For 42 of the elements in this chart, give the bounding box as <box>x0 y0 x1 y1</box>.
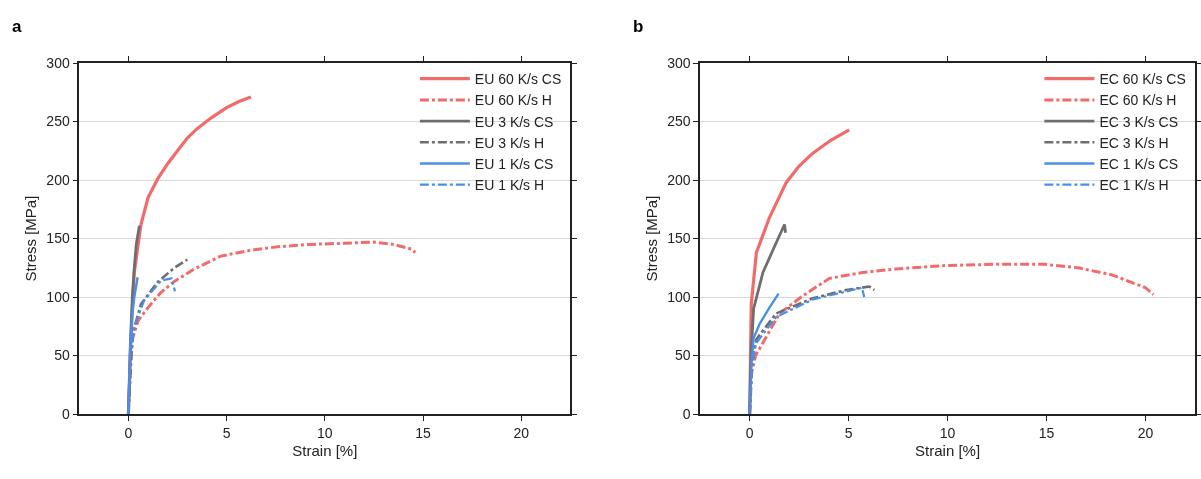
y-axis-title: Stress [MPa] <box>643 195 661 282</box>
legend-label: EC 1 K/s CS <box>1099 155 1178 172</box>
chart-title: b <box>633 17 644 36</box>
legend-label: EU 3 K/s H <box>474 134 545 151</box>
x-axis-title: Strain [%] <box>915 442 981 460</box>
x-tick-label: 5 <box>222 424 231 441</box>
x-axis-title: Strain [%] <box>292 442 358 460</box>
y-tick-label: 250 <box>667 113 691 130</box>
legend-label: EC 3 K/s H <box>1099 134 1169 151</box>
y-tick-label: 100 <box>667 288 691 305</box>
y-tick-label: 200 <box>667 171 691 188</box>
y-tick-label: 150 <box>667 230 691 247</box>
y-tick-label: 200 <box>46 171 70 188</box>
x-tick-label: 5 <box>844 424 853 441</box>
y-tick-label: 300 <box>46 55 70 71</box>
x-tick-label: 20 <box>513 424 530 441</box>
x-tick-label: 0 <box>124 424 133 441</box>
legend-label: EC 1 K/s H <box>1099 177 1169 194</box>
legend-label: EC 60 K/s H <box>1099 92 1177 109</box>
legend-label: EU 60 K/s CS <box>474 71 562 88</box>
x-tick-label: 20 <box>1137 424 1154 441</box>
legend-label: EU 3 K/s CS <box>474 113 554 130</box>
x-tick-label: 10 <box>939 424 956 441</box>
x-tick-label: 10 <box>317 424 333 441</box>
y-tick-label: 100 <box>46 288 70 305</box>
y-tick-label: 150 <box>46 230 70 247</box>
legend-label: EU 60 K/s H <box>474 92 552 109</box>
y-axis-title: Stress [MPa] <box>22 195 40 282</box>
legend-label: EU 1 K/s H <box>474 177 545 194</box>
y-tick-label: 300 <box>667 55 691 71</box>
x-tick-label: 15 <box>1038 424 1055 441</box>
legend-label: EC 60 K/s CS <box>1099 71 1186 88</box>
y-tick-label: 50 <box>54 347 70 364</box>
x-tick-label: 15 <box>415 424 432 441</box>
x-tick-label: 0 <box>745 424 754 441</box>
y-tick-label: 0 <box>61 405 70 422</box>
legend-label: EC 3 K/s CS <box>1099 113 1178 130</box>
chart-title: a <box>12 17 22 36</box>
legend-label: EU 1 K/s CS <box>474 155 554 172</box>
y-tick-label: 250 <box>46 113 70 130</box>
y-tick-label: 50 <box>675 347 691 364</box>
y-tick-label: 0 <box>682 405 691 422</box>
